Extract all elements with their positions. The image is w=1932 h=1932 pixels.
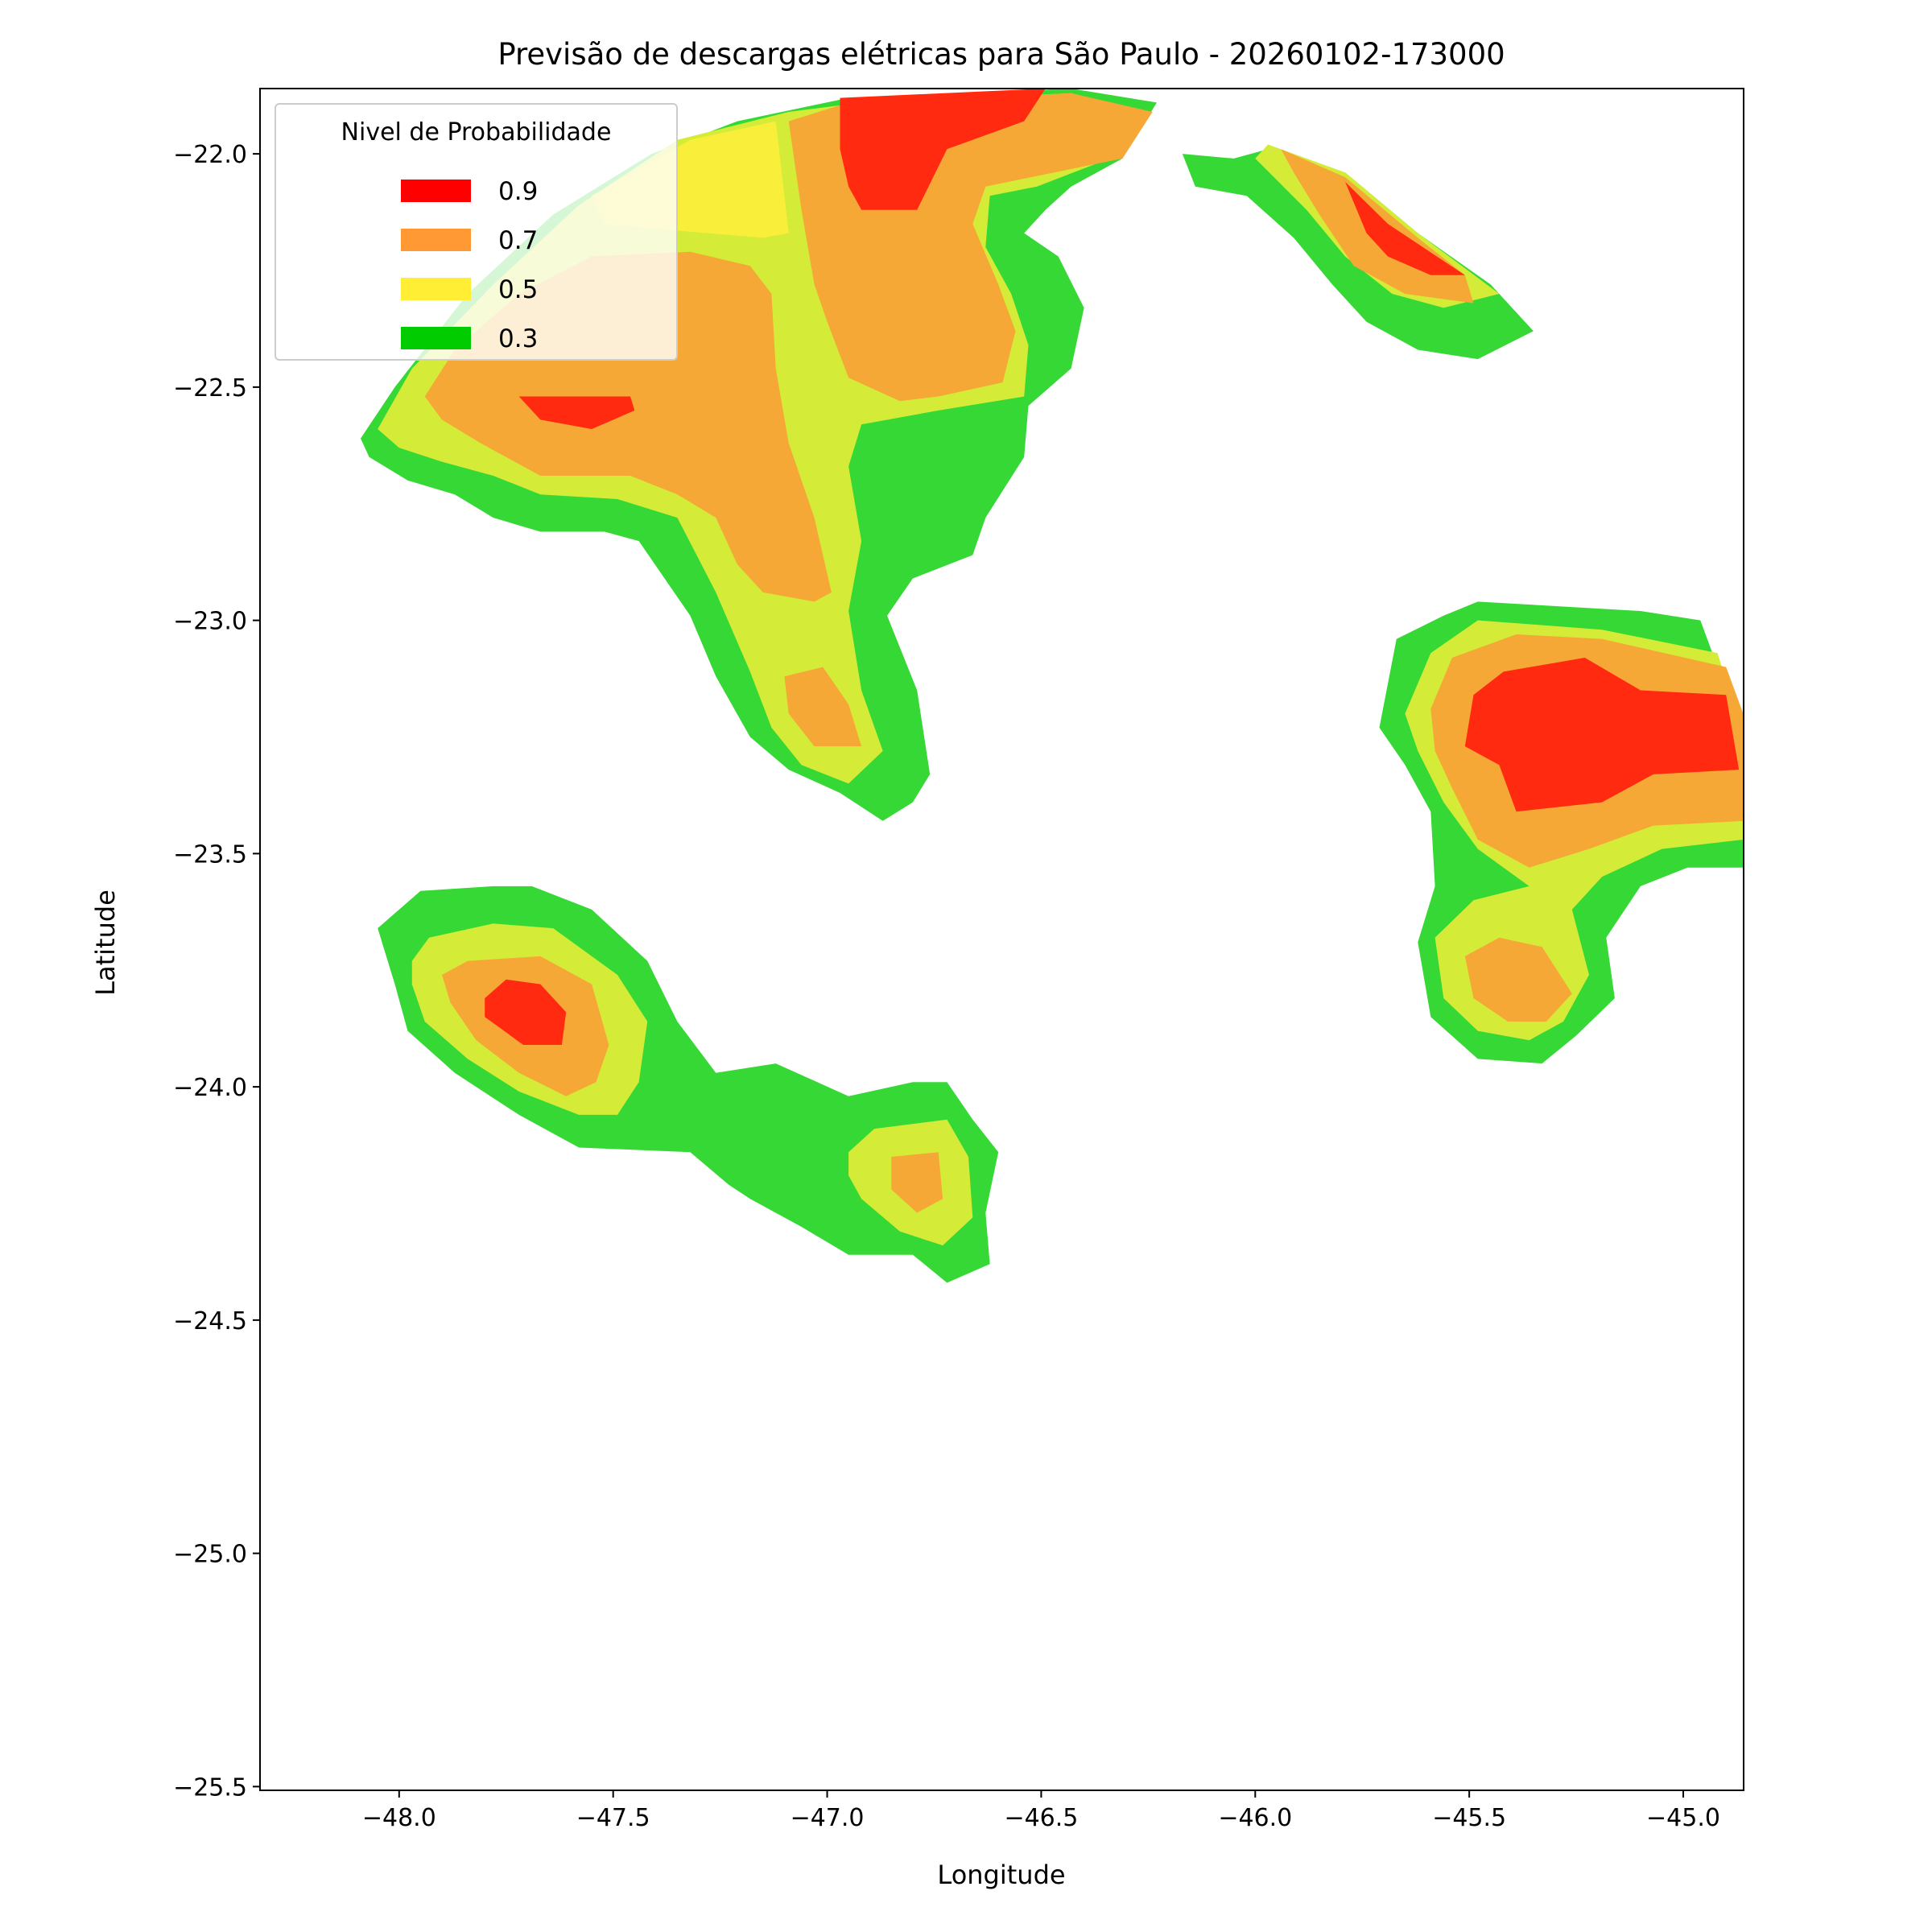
x-tick-label: −47.0	[791, 1804, 865, 1832]
y-tick-label: −23.0	[173, 608, 247, 636]
contour-region	[1464, 658, 1740, 812]
legend-label: 0.3	[498, 324, 538, 353]
legend-label: 0.7	[498, 226, 538, 255]
contour-region	[840, 89, 1046, 210]
legend-swatch	[401, 327, 471, 349]
axes-frame	[259, 88, 1744, 1791]
contour-region	[518, 396, 635, 429]
y-tick-label: −22.5	[173, 374, 247, 402]
x-tick-label: −45.0	[1646, 1804, 1720, 1832]
contour-region	[1345, 181, 1465, 275]
y-axis-label: Latitude	[90, 890, 121, 996]
x-tick-label: −46.0	[1218, 1804, 1292, 1832]
legend-label: 0.9	[498, 177, 538, 206]
x-tick-label: −47.5	[576, 1804, 650, 1832]
legend-swatch	[401, 180, 471, 202]
x-tick-label: −48.0	[362, 1804, 436, 1832]
contour-region	[784, 667, 862, 747]
y-tick-label: −22.0	[173, 141, 247, 169]
y-tick-label: −25.5	[173, 1773, 247, 1802]
contour-region	[485, 979, 567, 1045]
x-tick-label: −45.5	[1432, 1804, 1506, 1832]
legend-swatch	[401, 229, 471, 251]
chart-title: Previsão de descargas elétricas para São…	[497, 37, 1505, 72]
contour-region	[1464, 937, 1572, 1022]
y-tick-label: −25.0	[173, 1541, 247, 1569]
y-tick-label: −24.0	[173, 1074, 247, 1102]
y-tick-label: −23.5	[173, 840, 247, 869]
legend-title: Nivel de Probabilidade	[341, 118, 612, 147]
x-tick-label: −46.5	[1004, 1804, 1078, 1832]
legend-swatch	[401, 278, 471, 300]
x-axis-label: Longitude	[937, 1860, 1065, 1890]
legend-label: 0.5	[498, 275, 538, 304]
legend-box	[275, 103, 678, 361]
y-tick-label: −24.5	[173, 1307, 247, 1335]
contour-region	[891, 1152, 943, 1213]
